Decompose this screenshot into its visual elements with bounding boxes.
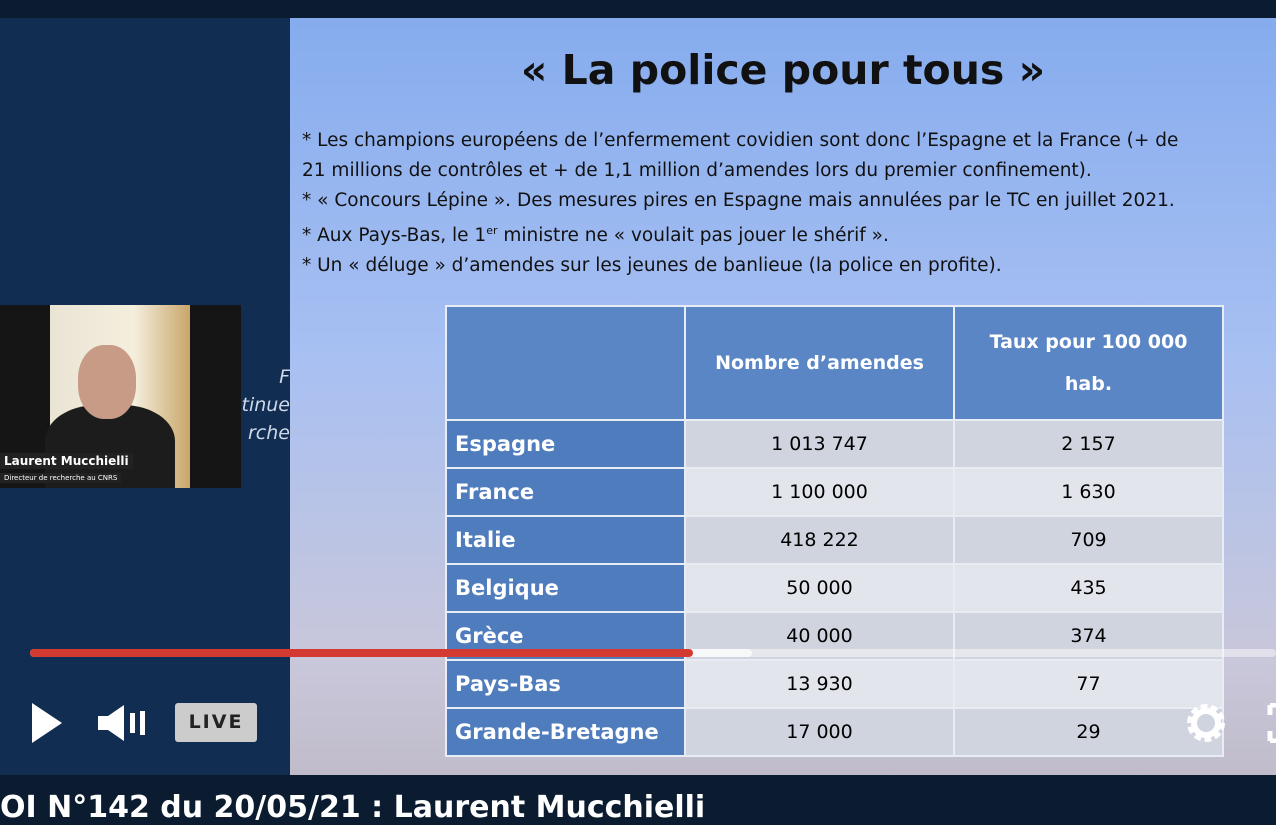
speaker-role: Directeur de recherche au CNRS (0, 473, 122, 483)
header-row: Nombre d’amendes Taux pour 100 000 hab. (445, 305, 1224, 421)
table-row: Belgique 50 000 435 (445, 563, 1224, 613)
cell: 1 100 000 (684, 467, 955, 517)
slide-title: « La police pour tous » (520, 46, 1046, 94)
cell: 374 (953, 611, 1224, 661)
table-row: Italie 418 222 709 (445, 515, 1224, 565)
fullscreen-button[interactable] (1266, 703, 1276, 743)
bullet-line: 21 millions de contrôles et + de 1,1 mil… (302, 156, 1178, 186)
header-cell: Nombre d’amendes (684, 305, 955, 421)
cell: 2 157 (953, 419, 1224, 469)
bullet-text: 21 millions de contrôles et + de 1,1 mil… (302, 160, 1092, 181)
header-text: Nombre d’amendes (715, 352, 924, 374)
cell: 17 000 (684, 707, 955, 757)
table-row: France 1 100 000 1 630 (445, 467, 1224, 517)
speaker-name: Laurent Mucchielli (0, 453, 133, 469)
row-label: Pays-Bas (445, 659, 686, 709)
cell: 40 000 (684, 611, 955, 661)
bullet-line: * Les champions européens de l’enfermeme… (302, 126, 1178, 156)
left-text: ntinue (229, 394, 290, 416)
header-cell: Taux pour 100 000 hab. (953, 305, 1224, 421)
bullets: * Les champions européens de l’enfermeme… (302, 126, 1178, 281)
table-row: Espagne 1 013 747 2 157 (445, 419, 1224, 469)
bullet-line: * Aux Pays-Bas, le 1er ministre ne « vou… (302, 216, 1178, 251)
slide: « La police pour tous » * Les champions … (290, 18, 1276, 775)
cell: 1 630 (953, 467, 1224, 517)
live-badge[interactable]: LIVE (175, 703, 257, 742)
header-text: Taux pour 100 000 hab. (989, 331, 1188, 395)
person (78, 345, 136, 419)
row-label: Grande-Bretagne (445, 707, 686, 757)
cell: 435 (953, 563, 1224, 613)
bullet-text: * « Concours Lépine ». Des mesures pires… (302, 190, 1175, 211)
cell: 50 000 (684, 563, 955, 613)
row-label: Espagne (445, 419, 686, 469)
played (30, 649, 693, 657)
header-cell (445, 305, 686, 421)
bullet-text: * Un « déluge » d’amendes sur les jeunes… (302, 255, 1002, 277)
bullet-line: * Un « déluge » d’amendes sur les jeunes… (302, 251, 1178, 281)
settings-button[interactable] (1184, 701, 1228, 745)
cell: 1 013 747 (684, 419, 955, 469)
cell: 13 930 (684, 659, 955, 709)
video-title: OI N°142 du 20/05/21 : Laurent Mucchiell… (0, 790, 706, 825)
left-text: rche (248, 422, 290, 444)
play-button[interactable] (28, 700, 68, 746)
cell: 77 (953, 659, 1224, 709)
table-row: Grande-Bretagne 17 000 29 (445, 707, 1224, 757)
data-table: Nombre d’amendes Taux pour 100 000 hab. Es… (445, 305, 1224, 757)
row-label: Italie (445, 515, 686, 565)
bullet-text: ministre ne « voulait pas jouer le shéri… (497, 225, 889, 247)
cell: 29 (953, 707, 1224, 757)
bullet-text: * Aux Pays-Bas, le 1 (302, 225, 487, 247)
cell: 418 222 (684, 515, 955, 565)
row-label: France (445, 467, 686, 517)
table-row: Pays-Bas 13 930 77 (445, 659, 1224, 709)
webcam: Laurent Mucchielli Directeur de recherch… (0, 305, 241, 488)
row-label: Belgique (445, 563, 686, 613)
bullet-text: * Les champions européens de l’enfermeme… (302, 130, 1179, 151)
bullet-line: * « Concours Lépine ». Des mesures pires… (302, 186, 1178, 216)
left-text: F (279, 366, 290, 388)
cell: 709 (953, 515, 1224, 565)
volume-button[interactable] (96, 703, 150, 743)
bullet-text: er (486, 224, 498, 237)
